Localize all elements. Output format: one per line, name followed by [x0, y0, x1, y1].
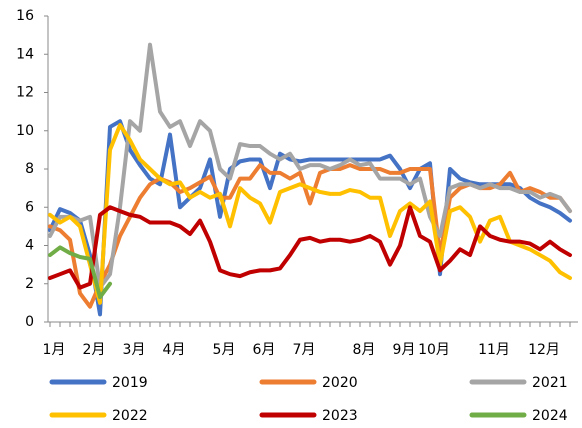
y-tick-label: 4: [25, 238, 34, 254]
x-tick-label: 8月: [353, 342, 376, 358]
series-line: [48, 119, 572, 317]
y-tick-label: 8: [25, 161, 34, 177]
x-tick-label: 11月: [478, 342, 510, 358]
series-line: [48, 123, 572, 305]
y-tick-label: 16: [16, 8, 34, 24]
y-tick-label: 10: [16, 123, 34, 139]
legend-label: 2024: [532, 408, 568, 424]
x-tick-label: 9月: [393, 342, 416, 358]
legend-label: 2022: [112, 408, 148, 424]
x-tick-label: 3月: [123, 342, 146, 358]
series-line: [48, 245, 112, 300]
y-tick-label: 14: [16, 46, 34, 62]
y-tick-label: 2: [25, 276, 34, 292]
x-tick-label: 6月: [253, 342, 276, 358]
legend-label: 2023: [322, 408, 358, 424]
x-tick-label: 1月: [43, 342, 66, 358]
y-tick-label: 12: [16, 85, 34, 101]
x-tick-label: 7月: [293, 342, 316, 358]
x-tick-label: 12月: [528, 342, 560, 358]
legend-label: 2019: [112, 375, 148, 391]
y-tick-label: 0: [25, 314, 34, 330]
x-tick-label: 4月: [163, 342, 186, 358]
x-tick-label: 2月: [83, 342, 106, 358]
legend-label: 2020: [322, 375, 358, 391]
series-line: [48, 205, 572, 290]
y-tick-label: 6: [25, 199, 34, 215]
x-tick-label: 5月: [213, 342, 236, 358]
series-line: [48, 42, 572, 290]
x-tick-label: 10月: [418, 342, 450, 358]
legend-label: 2021: [532, 375, 568, 391]
